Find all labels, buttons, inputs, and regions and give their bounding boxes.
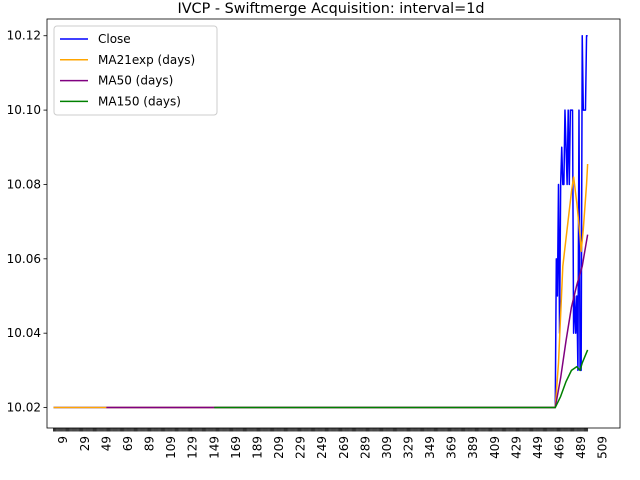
x-tick-label: 129 — [186, 436, 200, 459]
chart-title: IVCP - Swiftmerge Acquisition: interval=… — [177, 1, 484, 17]
x-tick-label: 289 — [358, 436, 372, 459]
x-tick-label: 429 — [509, 436, 523, 459]
x-tick-label: 69 — [121, 436, 135, 451]
x-tick-label: 509 — [596, 436, 610, 459]
x-tick-label: 89 — [143, 436, 157, 451]
y-axis: 10.02 10.04 10.06 10.08 10.10 10.12 — [7, 29, 47, 415]
y-tick-label: 10.10 — [7, 103, 41, 117]
legend-label: MA21exp (days) — [98, 53, 195, 67]
x-tick-label: 169 — [229, 436, 243, 459]
legend-label: MA50 (days) — [98, 74, 173, 88]
plot-frame — [46, 18, 621, 429]
x-tick-label: 389 — [466, 436, 480, 459]
y-tick-label: 10.12 — [7, 29, 41, 43]
legend-label: MA150 (days) — [98, 94, 181, 108]
y-tick-label: 10.02 — [7, 401, 41, 415]
x-tick-label: 329 — [401, 436, 415, 459]
x-tick-label: 369 — [445, 436, 459, 459]
series-layer — [53, 34, 589, 409]
x-tick-label: 109 — [164, 436, 178, 459]
x-tick-label: 9 — [56, 436, 70, 444]
y-tick-label: 10.04 — [7, 326, 41, 340]
x-tick-label: 469 — [553, 436, 567, 459]
series-line-4 — [214, 349, 589, 409]
x-tick-label: 409 — [488, 436, 502, 459]
x-axis: 9 29 49 69 89 109 129 149 169 189 209 229 249 269 289 3… — [53, 428, 610, 459]
legend-box — [53, 25, 218, 116]
legend-label: Close — [98, 32, 131, 46]
x-tick-label: 309 — [380, 436, 394, 459]
series-line-1 — [53, 34, 588, 409]
x-tick-label: 209 — [272, 436, 286, 459]
x-tick-label: 49 — [99, 436, 113, 451]
series-line-2 — [53, 163, 589, 409]
x-tick-label: 29 — [78, 436, 92, 451]
legend: Close MA21exp (days) MA50 (days) MA150 (day… — [53, 25, 218, 116]
series-line-3 — [106, 234, 589, 409]
x-tick-label: 249 — [315, 436, 329, 459]
x-tick-label: 449 — [531, 436, 545, 459]
x-tick-label: 229 — [294, 436, 308, 459]
x-tick-label: 149 — [207, 436, 221, 459]
x-tick-label: 189 — [250, 436, 264, 459]
y-tick-label: 10.06 — [7, 252, 41, 266]
x-tick-label: 349 — [423, 436, 437, 459]
x-tick-label: 269 — [337, 436, 351, 459]
x-tick-label: 489 — [574, 436, 588, 459]
y-tick-label: 10.08 — [7, 177, 41, 191]
